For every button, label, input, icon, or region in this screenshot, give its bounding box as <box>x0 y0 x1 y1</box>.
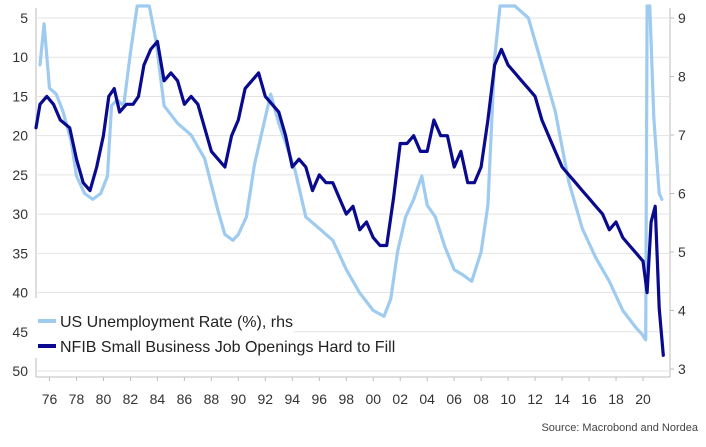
left-tick-label: 45 <box>12 324 28 340</box>
left-axis-ticks: 5 10 15 20 25 30 35 40 45 50 <box>12 10 28 379</box>
left-tick-label: 10 <box>12 49 28 65</box>
right-tick-label: 7 <box>678 127 686 143</box>
x-tick-label: 02 <box>392 391 408 407</box>
x-tick-label: 84 <box>150 391 166 407</box>
left-tick-label: 25 <box>12 167 28 183</box>
series-line-nfib <box>34 39 665 357</box>
x-tick-label: 98 <box>338 391 354 407</box>
x-tick-label: 76 <box>42 391 58 407</box>
source-note: Source: Macrobond and Nordea <box>541 422 698 434</box>
left-tick-label: 30 <box>12 206 28 222</box>
x-tick-label: 88 <box>204 391 220 407</box>
x-tick-label: 14 <box>554 391 570 407</box>
left-tick-label: 40 <box>12 285 28 301</box>
x-tick-label: 06 <box>446 391 462 407</box>
right-tick-label: 3 <box>678 361 686 377</box>
x-axis-ticks: 76 78 80 82 84 86 88 90 92 94 96 98 00 02 04 06 08 10 12 14… <box>42 377 651 407</box>
legend: US Unemployment Rate (%), rhs NFIB Small… <box>34 298 395 358</box>
right-axis-ticks: 3 4 5 6 7 8 9 <box>670 10 686 377</box>
right-tick-label: 4 <box>678 303 686 319</box>
x-tick-label: 78 <box>69 391 85 407</box>
series-lines <box>34 4 665 357</box>
left-tick-label: 50 <box>12 363 28 379</box>
left-tick-label: 5 <box>20 10 28 26</box>
x-tick-label: 08 <box>473 391 489 407</box>
left-tick-label: 35 <box>12 245 28 261</box>
x-tick-label: 82 <box>123 391 139 407</box>
x-tick-label: 20 <box>635 391 651 407</box>
x-tick-label: 92 <box>258 391 274 407</box>
x-tick-label: 96 <box>311 391 327 407</box>
x-tick-label: 04 <box>419 391 435 407</box>
right-tick-label: 5 <box>678 244 686 260</box>
x-tick-label: 12 <box>527 391 543 407</box>
legend-label-unemployment: US Unemployment Rate (%), rhs <box>60 314 293 331</box>
right-tick-label: 9 <box>678 10 686 26</box>
right-tick-label: 6 <box>678 186 686 202</box>
left-tick-label: 15 <box>12 88 28 104</box>
legend-label-nfib: NFIB Small Business Job Openings Hard to… <box>60 339 395 356</box>
x-tick-label: 94 <box>285 391 301 407</box>
x-tick-label: 18 <box>608 391 624 407</box>
x-tick-label: 00 <box>365 391 381 407</box>
x-tick-label: 90 <box>231 391 247 407</box>
x-tick-label: 86 <box>177 391 193 407</box>
left-tick-label: 20 <box>12 128 28 144</box>
right-tick-label: 8 <box>678 69 686 85</box>
x-tick-label: 16 <box>581 391 597 407</box>
x-tick-label: 80 <box>96 391 112 407</box>
x-tick-label: 10 <box>500 391 516 407</box>
legend-background <box>34 298 294 358</box>
